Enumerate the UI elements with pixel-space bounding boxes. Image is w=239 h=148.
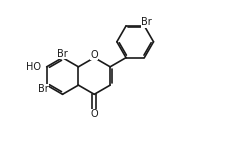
Text: O: O: [91, 109, 98, 119]
Text: Br: Br: [57, 49, 68, 59]
Text: O: O: [91, 50, 98, 60]
Text: HO: HO: [26, 62, 41, 72]
Text: Br: Br: [141, 17, 152, 27]
Text: Br: Br: [38, 84, 49, 94]
